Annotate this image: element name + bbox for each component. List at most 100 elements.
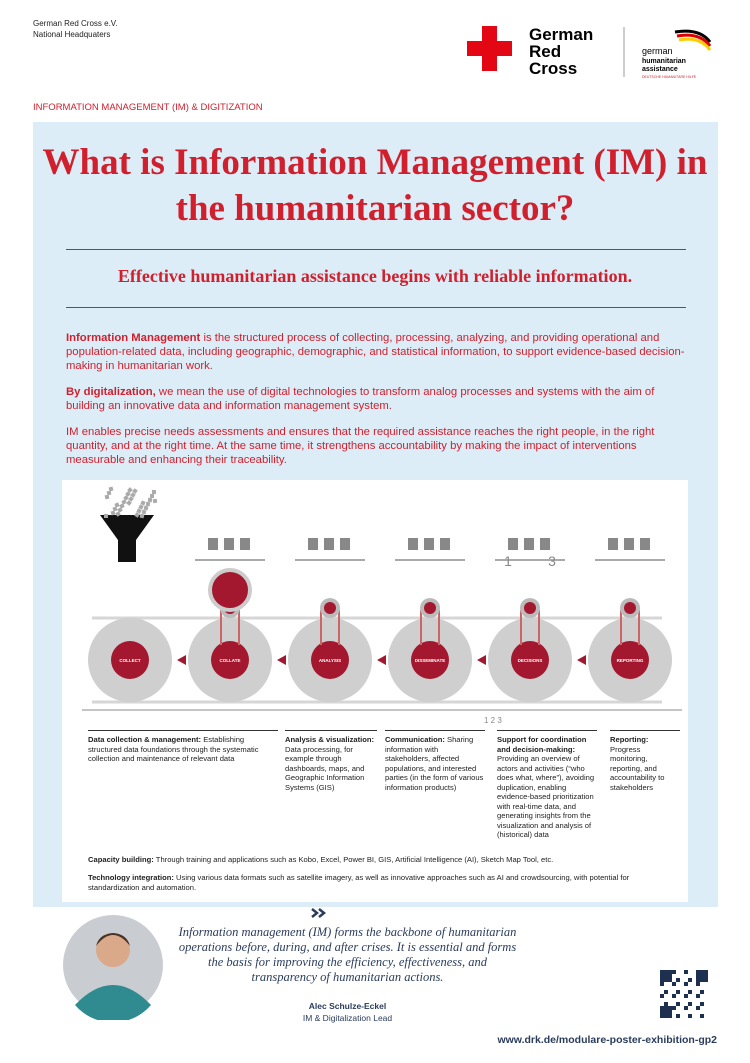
flag-arc: [678, 37, 712, 51]
qr-cell: [696, 970, 700, 974]
qr-cell: [664, 990, 668, 994]
qr-cell: [696, 974, 700, 978]
hub: [111, 641, 149, 679]
strap: [520, 610, 540, 645]
hub: [411, 641, 449, 679]
description: Communication: Sharing information with …: [385, 735, 485, 792]
particle: [138, 504, 144, 510]
text: Using various data formats such as satel…: [88, 873, 630, 892]
pulley-core: [424, 602, 436, 614]
stage-label: DISSEMINATE: [415, 658, 445, 663]
hub: [611, 641, 649, 679]
qr-cell: [664, 1002, 668, 1006]
qr-cell: [696, 1006, 700, 1010]
text: Data collection & management:: [88, 735, 202, 744]
bold: Information Management: [66, 332, 201, 344]
qr-cell: [672, 982, 676, 986]
arrow: [377, 655, 386, 665]
qr-cell: [700, 978, 704, 982]
icon: [240, 538, 250, 550]
description: Data collection & management: Establishi…: [88, 735, 278, 764]
arrow: [177, 655, 186, 665]
text: Through training and applications such a…: [153, 855, 554, 864]
icon: [640, 538, 650, 550]
qr-cell: [660, 1006, 664, 1010]
bold: Capacity building:: [88, 855, 154, 864]
text: Sharing information with stakeholders, a…: [385, 735, 484, 792]
qr-cell: [684, 970, 688, 974]
bold: Technology integration:: [88, 873, 174, 882]
qr-cell: [660, 1010, 664, 1014]
qr-cell: [664, 978, 668, 982]
particle: [127, 487, 133, 493]
particle: [147, 497, 153, 503]
qr-cell: [704, 978, 708, 982]
qr-cell: [672, 970, 676, 974]
flag-arc: [676, 33, 712, 47]
paragraph: Information Management is the structured…: [66, 331, 696, 373]
particle: [106, 490, 112, 496]
particle: [108, 486, 114, 492]
column-rule: [610, 730, 680, 731]
qr-cell: [700, 1002, 704, 1006]
column-rule: [285, 730, 377, 731]
particle: [136, 508, 142, 514]
particle: [112, 506, 118, 512]
subtitle: Effective humanitarian assistance begins…: [117, 266, 633, 286]
qr-cell: [676, 978, 680, 982]
diagram: COLLECT COLLATE ANALYSIS DISSEMINATE DECISIO…: [82, 486, 682, 725]
rule: [66, 249, 686, 250]
paragraph: By digitalization, we mean the use of di…: [66, 385, 696, 413]
icon-numbers: 1 2 3: [484, 716, 502, 725]
text: is the structured process of collecting,…: [66, 332, 685, 372]
particle: [152, 498, 158, 504]
particle: [134, 512, 140, 518]
icon: [440, 538, 450, 550]
red-cross: [467, 26, 512, 71]
diagram-box: [62, 480, 688, 902]
qr-cell: [672, 994, 676, 998]
icon: [308, 538, 318, 550]
text: Progress monitoring, reporting, and acco…: [610, 744, 665, 792]
quote-mark: [311, 908, 327, 918]
qr-cell: [668, 1010, 672, 1014]
particle: [141, 509, 147, 515]
description: Support for coordination and decision-ma…: [497, 735, 597, 840]
icon: [208, 538, 218, 550]
qr-cell: [668, 970, 672, 974]
text: Analysis & visualization:: [285, 735, 375, 744]
text: Reporting:: [610, 735, 649, 744]
arrow: [577, 655, 586, 665]
funnel: [100, 515, 154, 562]
clock-number: 2: [526, 537, 534, 553]
particle: [149, 493, 155, 499]
partner-text: DEUTSCHE HUMANITÄRE HILFE: [642, 75, 697, 79]
qr-cell: [664, 970, 668, 974]
logos: German Red Cross german humanitarian ass…: [467, 25, 712, 79]
particle: [130, 492, 136, 498]
qr-cell: [704, 974, 708, 978]
qr-cell: [684, 982, 688, 986]
hair: [96, 933, 130, 946]
particle: [126, 500, 132, 506]
icon: [424, 538, 434, 550]
stage-label: REPORTING: [617, 658, 644, 663]
particle: [139, 513, 145, 519]
qr-cell: [660, 974, 664, 978]
particle: [132, 488, 138, 494]
text: Support for coordination and decision-ma…: [497, 735, 587, 754]
qr-cell: [668, 978, 672, 982]
face: [96, 933, 130, 967]
url[interactable]: www.drk.de/modulare-poster-exhibition-gp…: [497, 1034, 717, 1046]
rule: [66, 307, 686, 308]
qr-cell: [676, 1002, 680, 1006]
column-rule: [497, 730, 597, 731]
flag-arc: [674, 29, 712, 43]
partner-text: humanitarian: [642, 58, 686, 65]
qr-cell: [688, 1014, 692, 1018]
icon: [224, 538, 234, 550]
pulley-core: [524, 602, 536, 614]
technology: Technology integration: Using various da…: [88, 873, 648, 892]
